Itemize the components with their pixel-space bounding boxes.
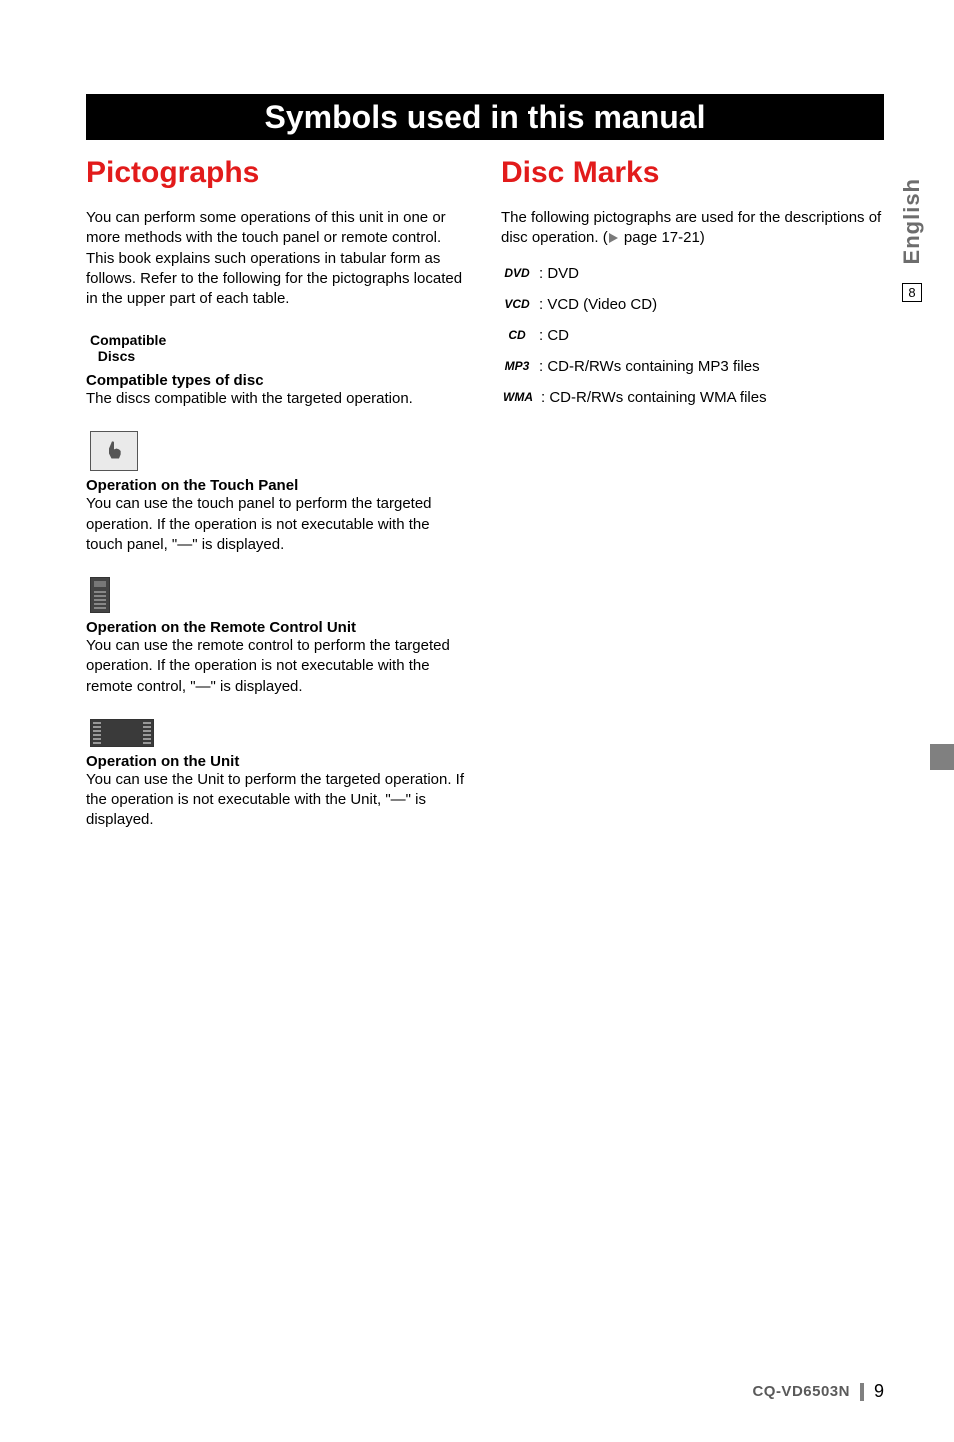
disc-marks-intro: The following pictographs are used for t… (501, 208, 884, 249)
side-tab-marker (930, 744, 954, 770)
disc-marks-column: Disc Marks The following pictographs are… (501, 156, 884, 853)
dvd-badge: DVD (501, 266, 533, 280)
compat-line1: Compatible (90, 333, 166, 348)
mp3-badge: MP3 (501, 359, 533, 373)
compat-body: The discs compatible with the targeted o… (86, 389, 469, 409)
intro-b: page 17-21) (620, 229, 705, 246)
vcd-badge: VCD (501, 297, 533, 311)
wma-badge: WMA (501, 390, 535, 404)
compatible-discs-icon: Compatible Discs (90, 333, 469, 364)
page-banner: Symbols used in this manual (86, 94, 884, 140)
remote-control-icon (90, 577, 110, 613)
banner-title: Symbols used in this manual (265, 99, 706, 136)
touch-panel-body: You can use the touch panel to perform t… (86, 494, 469, 555)
remote-head: Operation on the Remote Control Unit (86, 619, 469, 636)
disc-row-wma: WMA : CD-R/RWs containing WMA files (501, 389, 884, 406)
page-footer: CQ-VD6503N 9 (752, 1381, 884, 1402)
touch-panel-icon (90, 431, 138, 471)
compat-line2: Discs (98, 349, 135, 364)
language-label: English (899, 178, 925, 264)
cd-badge: CD (501, 328, 533, 342)
arrow-icon (609, 233, 618, 243)
unit-body: You can use the Unit to perform the targ… (86, 770, 469, 831)
model-number: CQ-VD6503N (752, 1383, 850, 1400)
unit-head: Operation on the Unit (86, 753, 469, 770)
hand-pointer-icon (104, 441, 124, 461)
disc-row-mp3: MP3 : CD-R/RWs containing MP3 files (501, 358, 884, 375)
touch-panel-head: Operation on the Touch Panel (86, 477, 469, 494)
content-area: Pictographs You can perform some operati… (0, 140, 954, 853)
pictographs-column: Pictographs You can perform some operati… (86, 156, 469, 853)
mp3-label: : CD-R/RWs containing MP3 files (539, 358, 760, 375)
pictographs-intro: You can perform some operations of this … (86, 208, 469, 309)
unit-icon (90, 719, 154, 747)
side-tab: English 8 (894, 178, 930, 302)
page-ref-badge: 8 (902, 283, 921, 302)
remote-body: You can use the remote control to perfor… (86, 636, 469, 697)
cd-label: : CD (539, 327, 569, 344)
compat-head: Compatible types of disc (86, 372, 469, 389)
pictographs-title: Pictographs (86, 156, 469, 190)
dvd-label: : DVD (539, 265, 579, 282)
disc-marks-title: Disc Marks (501, 156, 884, 190)
footer-divider (860, 1383, 864, 1401)
disc-row-dvd: DVD : DVD (501, 265, 884, 282)
vcd-label: : VCD (Video CD) (539, 296, 657, 313)
disc-row-vcd: VCD : VCD (Video CD) (501, 296, 884, 313)
page-number: 9 (874, 1381, 884, 1402)
wma-label: : CD-R/RWs containing WMA files (541, 389, 767, 406)
disc-row-cd: CD : CD (501, 327, 884, 344)
